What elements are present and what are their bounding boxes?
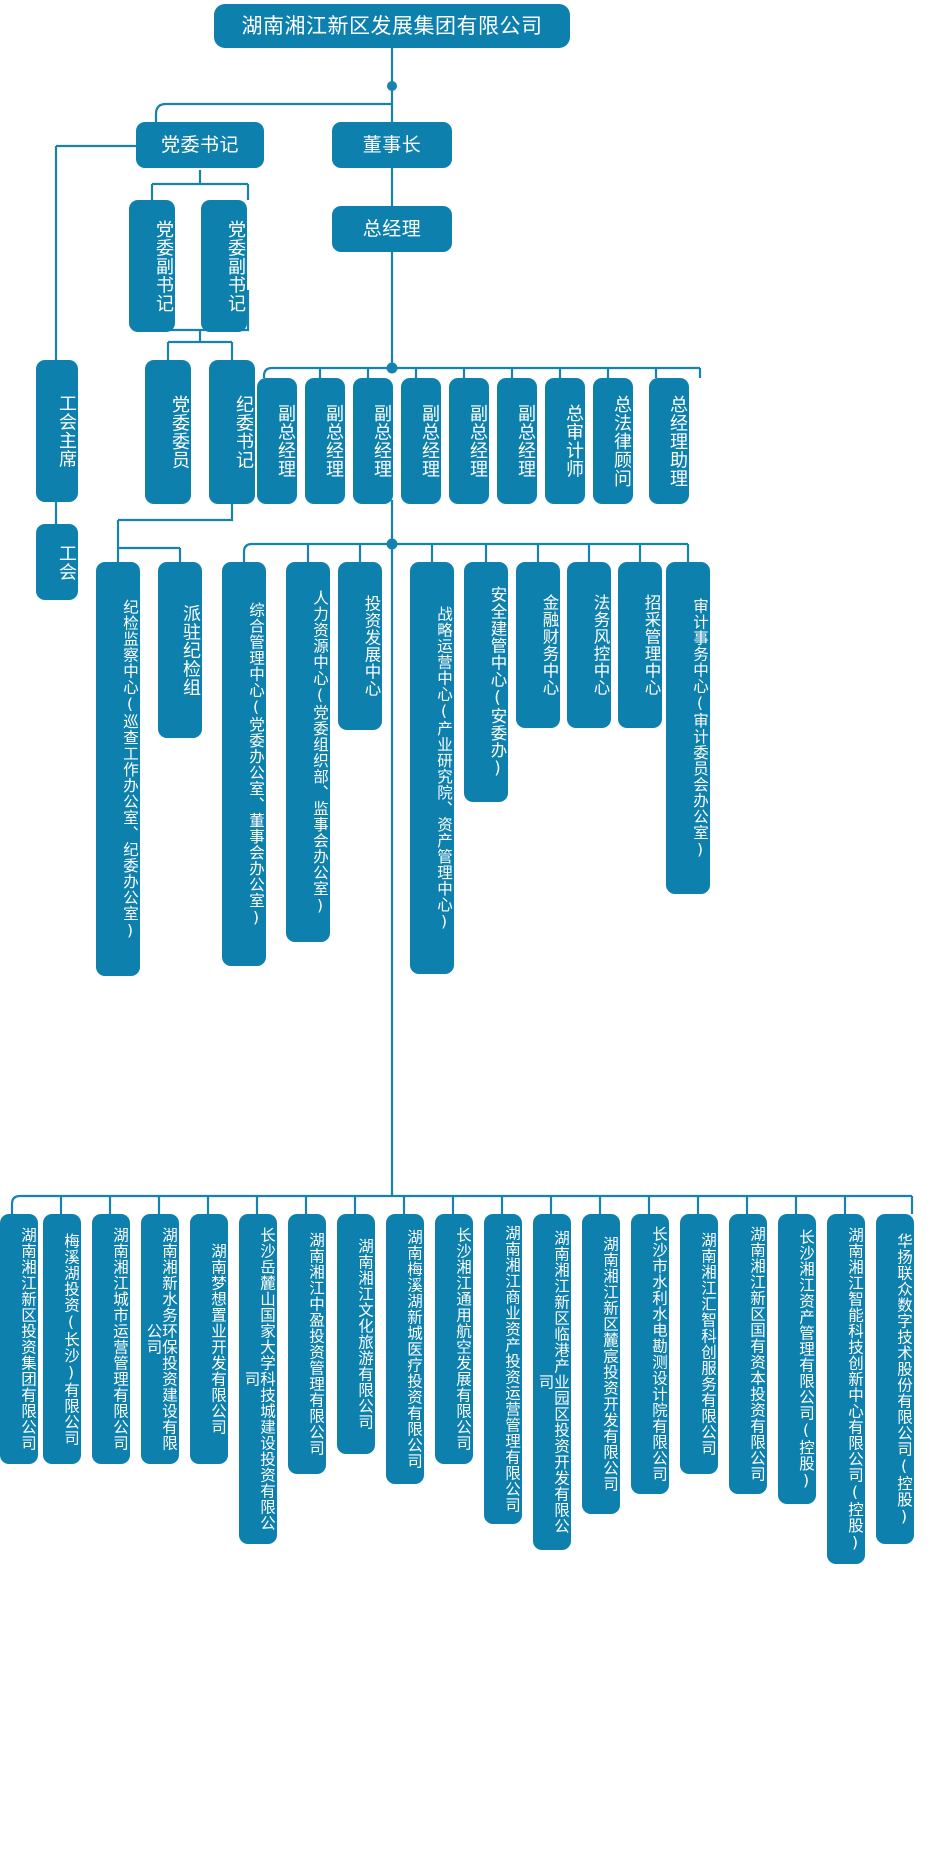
node-party-committee-member[interactable]: 党委委员 — [145, 360, 191, 504]
node-chairman[interactable]: 董事长 — [332, 122, 452, 168]
node-deputy-gm-3[interactable]: 副总经理 — [353, 378, 393, 504]
subsidiary-15[interactable]: 湖南湘江新区国有资本投资有限公司 — [729, 1214, 767, 1494]
dept-finance-center[interactable]: 金融财务中心 — [516, 562, 560, 728]
subsidiary-3[interactable]: 湖南湘新水务环保投资建设有限公司 — [141, 1214, 179, 1464]
spine-junction-dot — [387, 81, 397, 91]
node-discipline-secretary[interactable]: 纪委书记 — [209, 360, 255, 504]
node-chief-auditor[interactable]: 总审计师 — [545, 378, 585, 504]
dept-safety-construction-center[interactable]: 安全建管中心(安委办) — [464, 562, 508, 802]
subsidiary-12[interactable]: 湖南湘江新区麓宸投资开发有限公司 — [582, 1214, 620, 1514]
subsidiary-17[interactable]: 湖南湘江智能科技创新中心有限公司(控股) — [827, 1214, 865, 1564]
subsidiary-5[interactable]: 长沙岳麓山国家大学科技城建设投资有限公司 — [239, 1214, 277, 1544]
dept-procurement-management-center[interactable]: 招采管理中心 — [618, 562, 662, 728]
node-deputy-party-secretary-1[interactable]: 党委副书记 — [129, 200, 175, 332]
subsidiary-8[interactable]: 湖南梅溪湖新城医疗投资有限公司 — [386, 1214, 424, 1484]
dept-general-management-center[interactable]: 综合管理中心(党委办公室、董事会办公室) — [222, 562, 266, 966]
dept-legal-risk-control-center[interactable]: 法务风控中心 — [567, 562, 611, 728]
subsidiary-11[interactable]: 湖南湘江新区临港产业园区投资开发有限公司 — [533, 1214, 571, 1550]
subsidiary-14[interactable]: 湖南湘江汇智科创服务有限公司 — [680, 1214, 718, 1474]
spine-junction-dot — [386, 538, 398, 550]
dept-audit-affairs-center[interactable]: 审计事务中心(审计委员会办公室) — [666, 562, 710, 894]
node-union-chairman[interactable]: 工会主席 — [36, 360, 78, 502]
subsidiary-1[interactable]: 梅溪湖投资(长沙)有限公司 — [43, 1214, 81, 1464]
node-deputy-gm-5[interactable]: 副总经理 — [449, 378, 489, 504]
dept-investment-development-center[interactable]: 投资发展中心 — [338, 562, 382, 730]
subsidiary-16[interactable]: 长沙湘江资产管理有限公司(控股) — [778, 1214, 816, 1504]
node-gm-assistant[interactable]: 总经理助理 — [649, 378, 689, 504]
node-deputy-gm-1[interactable]: 副总经理 — [257, 378, 297, 504]
node-party-secretary[interactable]: 党委书记 — [136, 122, 264, 168]
subsidiary-10[interactable]: 湖南湘江商业资产投资运营管理有限公司 — [484, 1214, 522, 1524]
node-deputy-gm-2[interactable]: 副总经理 — [305, 378, 345, 504]
node-union[interactable]: 工会 — [36, 524, 78, 600]
node-chief-legal-counsel[interactable]: 总法律顾问 — [593, 378, 633, 504]
subsidiary-6[interactable]: 湖南湘江中盈投资管理有限公司 — [288, 1214, 326, 1474]
subsidiary-2[interactable]: 湖南湘江城市运营管理有限公司 — [92, 1214, 130, 1464]
dept-resident-discipline-group[interactable]: 派驻纪检组 — [158, 562, 202, 738]
dept-strategy-operations-center[interactable]: 战略运营中心(产业研究院、资产管理中心) — [410, 562, 454, 974]
org-root-company[interactable]: 湖南湘江新区发展集团有限公司 — [214, 4, 570, 48]
subsidiary-4[interactable]: 湖南梦想置业开发有限公司 — [190, 1214, 228, 1464]
dept-human-resources-center[interactable]: 人力资源中心(党委组织部、监事会办公室) — [286, 562, 330, 942]
dept-discipline-inspection-center[interactable]: 纪检监察中心(巡查工作办公室、纪委办公室) — [96, 562, 140, 976]
subsidiary-18[interactable]: 华扬联众数字技术股份有限公司(控股) — [876, 1214, 914, 1544]
subsidiary-0[interactable]: 湖南湘江新区投资集团有限公司 — [0, 1214, 38, 1464]
subsidiary-7[interactable]: 湖南湘江文化旅游有限公司 — [337, 1214, 375, 1454]
spine-junction-dot — [386, 362, 398, 374]
node-deputy-gm-4[interactable]: 副总经理 — [401, 378, 441, 504]
node-deputy-party-secretary-2[interactable]: 党委副书记 — [201, 200, 247, 332]
subsidiary-9[interactable]: 长沙湘江通用航空发展有限公司 — [435, 1214, 473, 1464]
subsidiary-13[interactable]: 长沙市水利水电勘测设计院有限公司 — [631, 1214, 669, 1494]
node-deputy-gm-6[interactable]: 副总经理 — [497, 378, 537, 504]
node-general-manager[interactable]: 总经理 — [332, 206, 452, 252]
